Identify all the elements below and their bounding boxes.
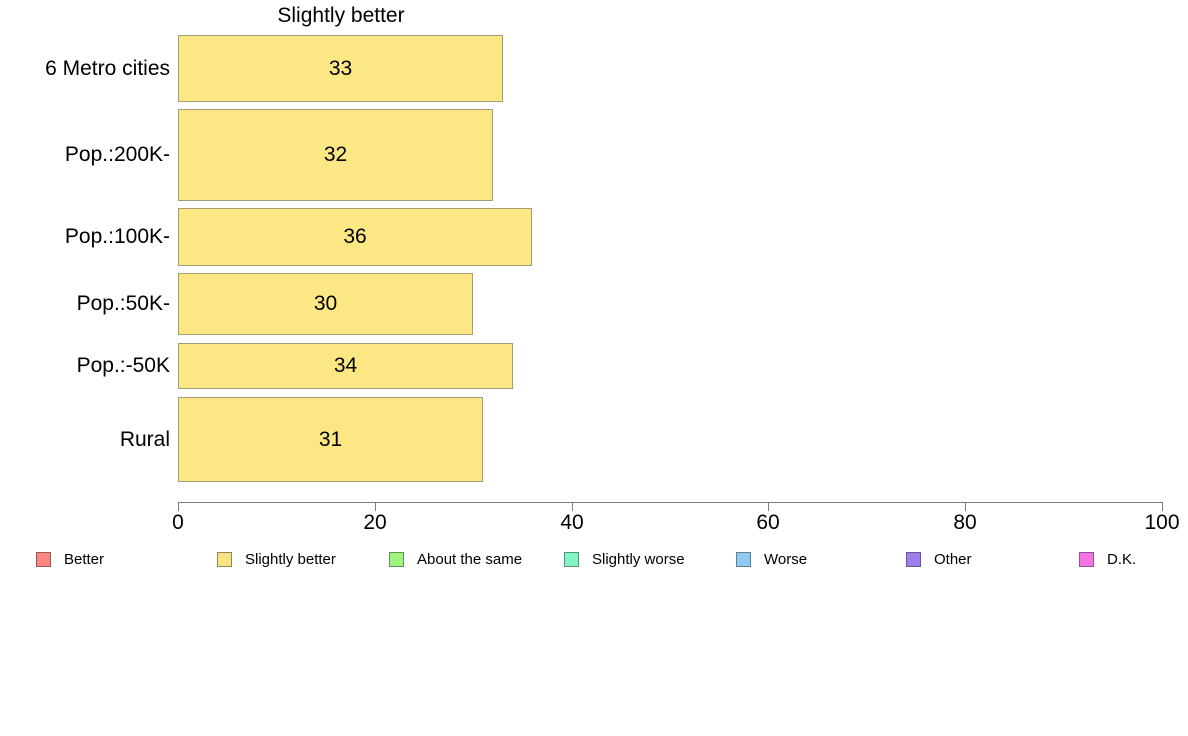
legend-swatch-about-the-same [389, 551, 404, 567]
bar-row: Pop.:-50K 34 [0, 343, 513, 389]
bar-row: Pop.:200K- 32 [0, 109, 493, 201]
x-tick [178, 502, 179, 511]
legend-label: About the same [417, 550, 523, 568]
bar-value-label: 31 [318, 427, 343, 451]
x-tick-label: 40 [560, 511, 584, 534]
bar-value-label: 32 [323, 143, 348, 166]
x-tick [572, 502, 573, 511]
legend-label: Worse [764, 550, 808, 568]
category-label: Pop.:200K- [64, 143, 170, 166]
bar-pop-100k: 36 [178, 208, 532, 266]
x-tick-label: 80 [953, 511, 977, 534]
x-tick-label: 100 [1144, 511, 1180, 534]
legend-swatch-slightly-worse [564, 551, 579, 567]
bar-row: 6 Metro cities 33 [0, 35, 503, 102]
bar-6-metro-cities: 33 [178, 35, 503, 102]
legend-label: D.K. [1107, 550, 1137, 568]
bar-row: Rural 31 [0, 397, 483, 482]
x-tick [1162, 502, 1163, 511]
category-label: 6 Metro cities [45, 56, 170, 80]
bar-value-label: 30 [313, 292, 338, 315]
legend-label: Better [64, 550, 105, 568]
bar-pop-200k: 32 [178, 109, 493, 201]
legend-item-dk: D.K. [1079, 549, 1136, 569]
legend-item-slightly-worse: Slightly worse [564, 549, 685, 569]
category-label: Pop.:-50K [76, 354, 170, 377]
bar-pop-50k-minus: 30 [178, 273, 473, 335]
legend-item-slightly-better: Slightly better [217, 549, 336, 569]
category-label: Rural [119, 427, 170, 451]
bar-value-label: 34 [333, 354, 358, 377]
legend-item-worse: Worse [736, 549, 807, 569]
bar-value-label: 36 [343, 225, 367, 248]
legend-swatch-other [906, 551, 921, 567]
legend-label: Slightly worse [592, 550, 685, 568]
bar-rural: 31 [178, 397, 483, 482]
x-tick-label: 60 [756, 511, 780, 534]
x-tick-label: 0 [172, 511, 184, 534]
x-tick [375, 502, 376, 511]
x-tick-label: 20 [363, 511, 387, 534]
legend-swatch-better [36, 551, 51, 567]
chart-legend: Better Slightly better About the same Sl… [0, 549, 1188, 569]
bar-value-label: 33 [328, 56, 353, 80]
bar-pop-minus-50k: 34 [178, 343, 513, 389]
legend-label: Other [934, 550, 972, 568]
x-axis-line [178, 502, 1163, 503]
category-label: Pop.:50K- [76, 292, 170, 315]
legend-swatch-dk [1079, 551, 1094, 567]
x-tick [768, 502, 769, 511]
bar-row: Pop.:100K- 36 [0, 208, 532, 266]
legend-swatch-slightly-better [217, 551, 232, 567]
legend-item-better: Better [36, 549, 104, 569]
bar-row: Pop.:50K- 30 [0, 273, 473, 335]
chart-title: Slightly better [277, 4, 405, 27]
legend-swatch-worse [736, 551, 751, 567]
legend-item-other: Other [906, 549, 972, 569]
x-tick [965, 502, 966, 511]
legend-item-about-the-same: About the same [389, 549, 522, 569]
category-label: Pop.:100K- [64, 225, 170, 248]
legend-label: Slightly better [245, 550, 336, 568]
